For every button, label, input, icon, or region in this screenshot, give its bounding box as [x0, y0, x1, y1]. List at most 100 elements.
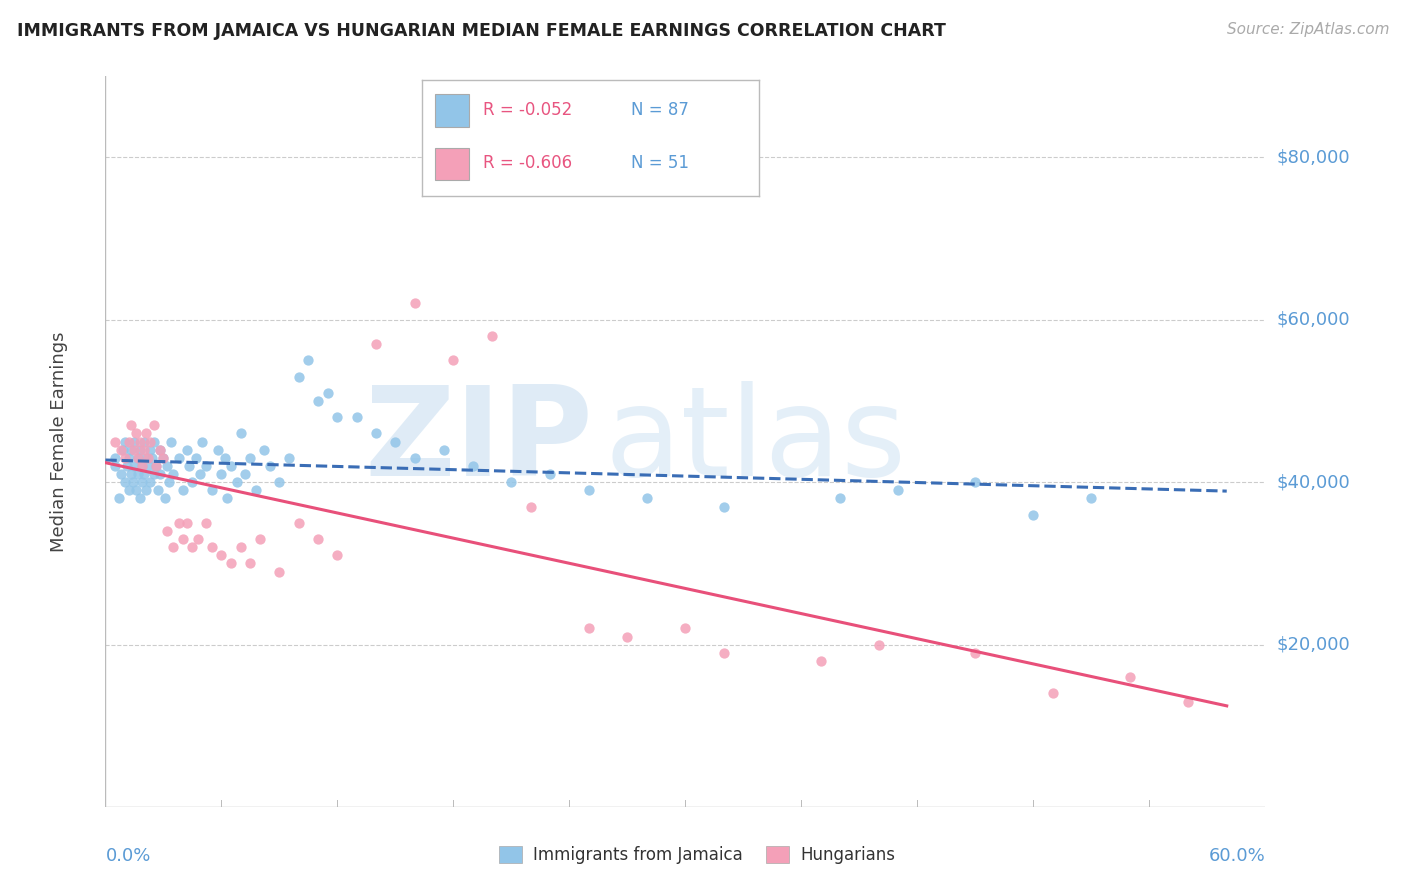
- Point: [146, 483, 169, 498]
- Point: [1042, 686, 1064, 700]
- Point: [131, 458, 153, 473]
- Point: [142, 418, 165, 433]
- Point: [278, 450, 301, 465]
- Point: [131, 458, 153, 473]
- Point: [167, 450, 190, 465]
- Point: [111, 442, 134, 457]
- Point: [211, 467, 233, 481]
- Point: [229, 540, 252, 554]
- Point: [124, 434, 146, 449]
- Point: [520, 500, 543, 514]
- Point: [129, 442, 152, 457]
- Point: [162, 540, 184, 554]
- Point: [115, 458, 138, 473]
- Point: [139, 475, 162, 490]
- Point: [139, 442, 162, 457]
- Point: [225, 475, 249, 490]
- Point: [191, 434, 214, 449]
- Point: [217, 491, 239, 506]
- Text: R = -0.606: R = -0.606: [482, 154, 572, 172]
- Point: [135, 450, 157, 465]
- Point: [501, 475, 523, 490]
- Point: [288, 516, 311, 530]
- Point: [194, 516, 218, 530]
- Point: [114, 450, 136, 465]
- Point: [307, 393, 329, 408]
- Point: [152, 450, 174, 465]
- Point: [124, 458, 146, 473]
- Point: [114, 475, 136, 490]
- Point: [104, 434, 127, 449]
- Point: [211, 549, 233, 563]
- Point: [142, 467, 165, 481]
- Point: [249, 532, 271, 546]
- Text: atlas: atlas: [605, 381, 907, 502]
- Point: [810, 654, 832, 668]
- Point: [136, 458, 159, 473]
- Point: [675, 622, 697, 636]
- Point: [149, 467, 172, 481]
- Point: [1022, 508, 1045, 522]
- Text: $20,000: $20,000: [1277, 636, 1350, 654]
- Point: [132, 467, 156, 481]
- Point: [181, 475, 204, 490]
- Point: [713, 500, 735, 514]
- Point: [868, 638, 890, 652]
- Point: [141, 450, 163, 465]
- Point: [125, 483, 148, 498]
- Text: Immigrants from Jamaica: Immigrants from Jamaica: [533, 846, 742, 863]
- Point: [160, 434, 183, 449]
- Point: [145, 458, 167, 473]
- Point: [132, 442, 156, 457]
- Point: [207, 442, 229, 457]
- Text: N = 87: N = 87: [631, 101, 689, 119]
- Point: [145, 458, 167, 473]
- Text: Median Female Earnings: Median Female Earnings: [51, 331, 67, 552]
- Point: [125, 426, 148, 441]
- Point: [461, 458, 484, 473]
- Text: Hungarians: Hungarians: [800, 846, 896, 863]
- Point: [307, 532, 329, 546]
- Point: [616, 630, 638, 644]
- Point: [187, 532, 209, 546]
- Text: 0.0%: 0.0%: [105, 847, 150, 865]
- Point: [214, 450, 236, 465]
- Point: [120, 418, 142, 433]
- Point: [481, 329, 503, 343]
- Point: [172, 483, 194, 498]
- Point: [259, 458, 281, 473]
- Point: [253, 442, 276, 457]
- Point: [316, 385, 339, 400]
- Text: ZIP: ZIP: [364, 381, 593, 502]
- Point: [108, 491, 131, 506]
- Point: [201, 483, 224, 498]
- Point: [120, 467, 142, 481]
- Point: [219, 458, 242, 473]
- Point: [155, 491, 177, 506]
- Point: [245, 483, 267, 498]
- Point: [152, 450, 174, 465]
- Point: [124, 442, 146, 457]
- Point: [326, 549, 349, 563]
- Point: [181, 540, 204, 554]
- Point: [120, 442, 142, 457]
- Point: [194, 458, 218, 473]
- Point: [176, 516, 198, 530]
- Point: [433, 442, 456, 457]
- Point: [269, 475, 291, 490]
- Text: Source: ZipAtlas.com: Source: ZipAtlas.com: [1226, 22, 1389, 37]
- Point: [538, 467, 561, 481]
- Text: $40,000: $40,000: [1277, 473, 1350, 491]
- Point: [131, 475, 153, 490]
- Point: [127, 467, 149, 481]
- Point: [186, 450, 208, 465]
- Point: [229, 426, 252, 441]
- Point: [129, 434, 152, 449]
- Point: [129, 491, 152, 506]
- Point: [366, 337, 388, 351]
- Point: [965, 475, 987, 490]
- Point: [176, 442, 198, 457]
- Point: [404, 296, 426, 310]
- Point: [326, 410, 349, 425]
- Point: [297, 353, 319, 368]
